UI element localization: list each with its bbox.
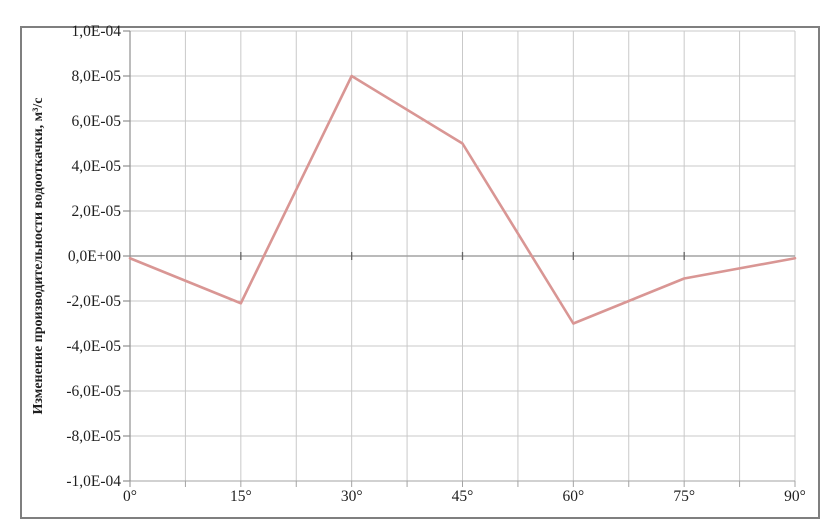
y-tick-label: -8,0E-05 (66, 428, 121, 445)
y-tick-label: 8,0E-05 (71, 68, 121, 85)
x-tick-label: 30° (341, 488, 363, 505)
x-tick-label: 45° (452, 488, 474, 505)
x-tick-label: 60° (562, 488, 584, 505)
y-axis-title: Изменение производительности водооткачки… (31, 97, 46, 414)
y-tick-label: 0,0E+00 (68, 248, 121, 265)
y-tick-label: 2,0E-05 (71, 203, 121, 220)
y-tick-label: -1,0E-04 (66, 473, 121, 490)
x-tick-label: 0° (123, 488, 137, 505)
x-tick-label: 90° (784, 488, 806, 505)
data-series-line (128, 74, 797, 325)
y-tick-label: -2,0E-05 (66, 293, 121, 310)
x-tick-label: 75° (673, 488, 695, 505)
y-tick-label: 1,0E-04 (71, 23, 121, 40)
y-tick-label: -6,0E-05 (66, 383, 121, 400)
y-tick-label: 4,0E-05 (71, 158, 121, 175)
x-tick-label: 15° (230, 488, 252, 505)
y-tick-label: 6,0E-05 (71, 113, 121, 130)
y-tick-label: -4,0E-05 (66, 338, 121, 355)
chart-frame (20, 26, 820, 519)
